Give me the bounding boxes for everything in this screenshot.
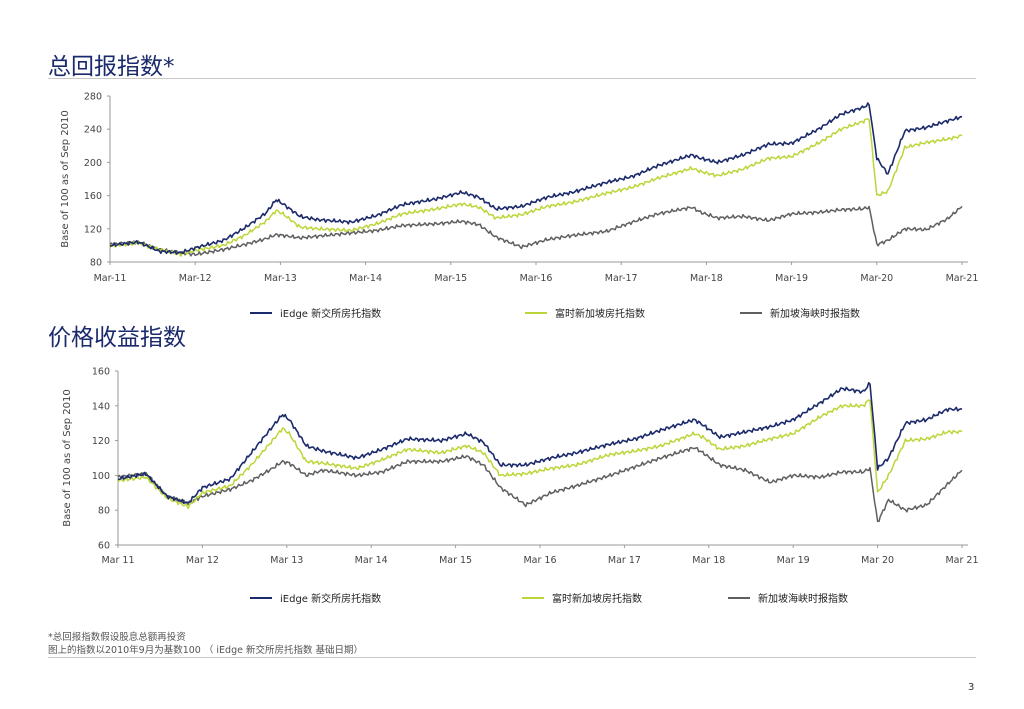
- chart2-y-tick-label: 60: [98, 541, 110, 552]
- chart2-x-tick-label: Mar 15: [439, 555, 472, 566]
- chart2-y-tick-label: 80: [98, 506, 110, 517]
- page-number: 3: [968, 682, 975, 693]
- footer-rule: [48, 657, 976, 658]
- chart1-x-tick-label: Mar-16: [520, 273, 553, 284]
- chart2-x-tick-label: Mar 18: [692, 555, 725, 566]
- chart2-y-tick-label: 100: [92, 471, 110, 482]
- chart1-title: 总回报指数*: [48, 54, 175, 80]
- chart2-x-tick-label: Mar 19: [777, 555, 810, 566]
- chart2-x-tick-label: Mar 11: [101, 555, 134, 566]
- chart2-title: 价格收益指数: [48, 325, 186, 351]
- chart2-legend-label-1: iEdge 新交所房托指数: [280, 592, 381, 605]
- chart1-y-tick-label: 200: [84, 158, 102, 169]
- chart1-y-tick-label: 80: [90, 258, 102, 269]
- chart2-series-line-1: [117, 382, 963, 505]
- chart1-x-tick-label: Mar-21: [946, 273, 979, 284]
- chart1-x-tick-label: Mar-19: [775, 273, 808, 284]
- chart2-x-tick-label: Mar 13: [270, 555, 303, 566]
- chart1-legend-label-1: iEdge 新交所房托指数: [280, 307, 381, 320]
- chart1-x-tick-label: Mar-15: [434, 273, 467, 284]
- chart2-legend-label-2: 富时新加坡房托指数: [552, 592, 642, 605]
- chart2-x-tick-label: Mar 12: [186, 555, 219, 566]
- chart2-x-tick-label: Mar 16: [523, 555, 556, 566]
- chart1-legend-label-3: 新加坡海峡时报指数: [770, 307, 860, 320]
- chart1-x-tick-label: Mar-14: [349, 273, 382, 284]
- chart1-x-tick-label: Mar-13: [264, 273, 297, 284]
- footnote-2: 图上的指数以2010年9月为基数100 （ iEdge 新交所房托指数 基础日期…: [48, 645, 363, 656]
- chart2-y-tick-label: 140: [92, 401, 110, 412]
- chart1-legend-label-2: 富时新加坡房托指数: [555, 307, 645, 320]
- chart1-series-line-2: [109, 117, 963, 257]
- chart1-x-tick-label: Mar-20: [860, 273, 893, 284]
- chart2-y-tick-label: 120: [92, 436, 110, 447]
- chart2-x-tick-label: Mar 17: [608, 555, 641, 566]
- chart2-x-tick-label: Mar 20: [861, 555, 894, 566]
- chart2-series-line-3: [117, 446, 963, 523]
- chart1-x-tick-label: Mar-18: [690, 273, 723, 284]
- chart1-y-tick-label: 120: [84, 224, 102, 235]
- chart2-legend-label-3: 新加坡海峡时报指数: [758, 592, 848, 605]
- chart2-x-tick-label: Mar 14: [355, 555, 388, 566]
- chart1-x-tick-label: Mar-12: [179, 273, 212, 284]
- chart2-y-axis-label: Base of 100 as of Sep 2010: [62, 389, 73, 526]
- chart2-x-tick-label: Mar 21: [945, 555, 978, 566]
- chart2-y-tick-label: 160: [92, 367, 110, 378]
- chart1-x-tick-label: Mar-11: [94, 273, 127, 284]
- chart1-y-axis-label: Base of 100 as of Sep 2010: [60, 110, 71, 247]
- chart2-series-line-2: [117, 399, 963, 510]
- chart1-y-tick-label: 160: [84, 191, 102, 202]
- chart1-series-line-3: [109, 205, 963, 257]
- chart1-series-line-1: [110, 102, 963, 255]
- chart1-y-tick-label: 280: [84, 92, 102, 103]
- chart1-x-tick-label: Mar-17: [605, 273, 638, 284]
- chart1-y-tick-label: 240: [84, 125, 102, 136]
- chart1-title-rule: [48, 78, 976, 79]
- footnote-1: *总回报指数假设股息总额再投资: [48, 632, 186, 643]
